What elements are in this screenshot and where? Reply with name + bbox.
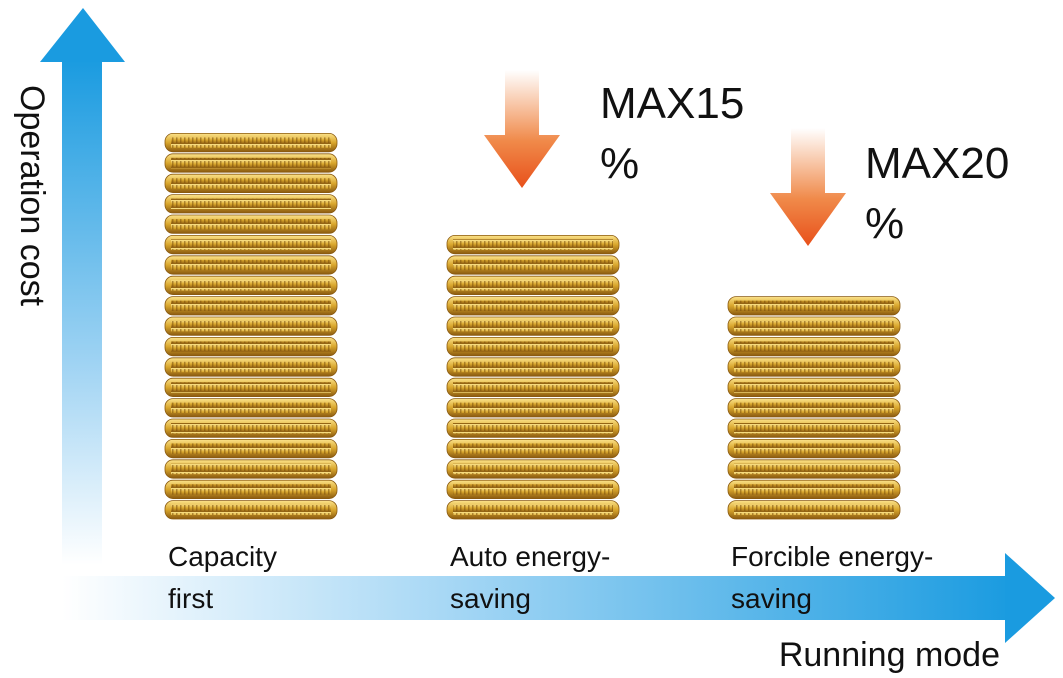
coin-edge <box>171 341 331 352</box>
coin-edge <box>171 463 331 475</box>
coin-edge <box>171 423 331 434</box>
coin-edge <box>171 198 331 209</box>
reduction-arrow <box>770 128 846 246</box>
coin-edge <box>453 300 613 311</box>
coin-edge <box>734 361 894 373</box>
x-axis-label: Running mode <box>779 636 1000 673</box>
coin-edge <box>453 280 613 291</box>
reduction-label: % <box>865 199 904 248</box>
y-axis-shaft <box>62 60 102 565</box>
coin-edge <box>453 402 613 413</box>
coin-edge <box>453 382 613 393</box>
coin-edge <box>453 423 613 434</box>
coin-edge <box>171 178 331 189</box>
coin-edge <box>171 321 331 332</box>
x-axis-arrowhead <box>1005 553 1055 643</box>
coin-edge <box>171 361 331 373</box>
y-axis-label: Operation cost <box>13 85 51 307</box>
coin-edge <box>734 443 894 454</box>
coin-stack <box>164 132 338 520</box>
stack-label: Capacity <box>168 541 277 572</box>
x-axis-shaft <box>62 576 1012 620</box>
y-axis-arrowhead <box>40 8 125 62</box>
coin-edge <box>453 504 613 515</box>
coin-edge <box>171 219 331 230</box>
reduction-label: MAX20 <box>865 139 1009 188</box>
coin-edge <box>734 321 894 332</box>
coin-edge <box>453 321 613 332</box>
coin-edge <box>734 341 894 352</box>
coin-edge <box>171 300 331 311</box>
reduction-arrow <box>484 70 560 188</box>
coin-edge <box>171 443 331 454</box>
coin-edge <box>734 463 894 475</box>
coin-edge <box>171 157 331 169</box>
coin-edge <box>734 423 894 434</box>
coin-edge <box>171 484 331 495</box>
coin-edge <box>453 239 613 250</box>
stack-label: Auto energy- <box>450 541 610 572</box>
coin-edge <box>734 382 894 393</box>
coin-edge <box>453 463 613 475</box>
coin-edge <box>453 259 613 271</box>
stack-label: saving <box>731 583 812 614</box>
reduction-label: MAX15 <box>600 79 744 128</box>
coin-stack <box>446 234 620 520</box>
coin-edge <box>453 361 613 373</box>
stack-label: first <box>168 583 213 614</box>
coin-edge <box>453 341 613 352</box>
coin-edge <box>171 402 331 413</box>
coin-edge <box>734 402 894 413</box>
coin-stack <box>727 296 901 520</box>
coin-edge <box>171 259 331 271</box>
coin-edge <box>453 484 613 495</box>
coin-edge <box>734 300 894 311</box>
coin-edge <box>171 137 331 148</box>
coin-edge <box>171 239 331 250</box>
stack-label: saving <box>450 583 531 614</box>
coin-edge <box>171 382 331 393</box>
coin-edge <box>734 484 894 495</box>
coin-edge <box>171 504 331 515</box>
coin-edge <box>453 443 613 454</box>
coin-edge <box>734 504 894 515</box>
coin-edge <box>171 280 331 291</box>
reduction-label: % <box>600 139 639 188</box>
stack-label: Forcible energy- <box>731 541 933 572</box>
